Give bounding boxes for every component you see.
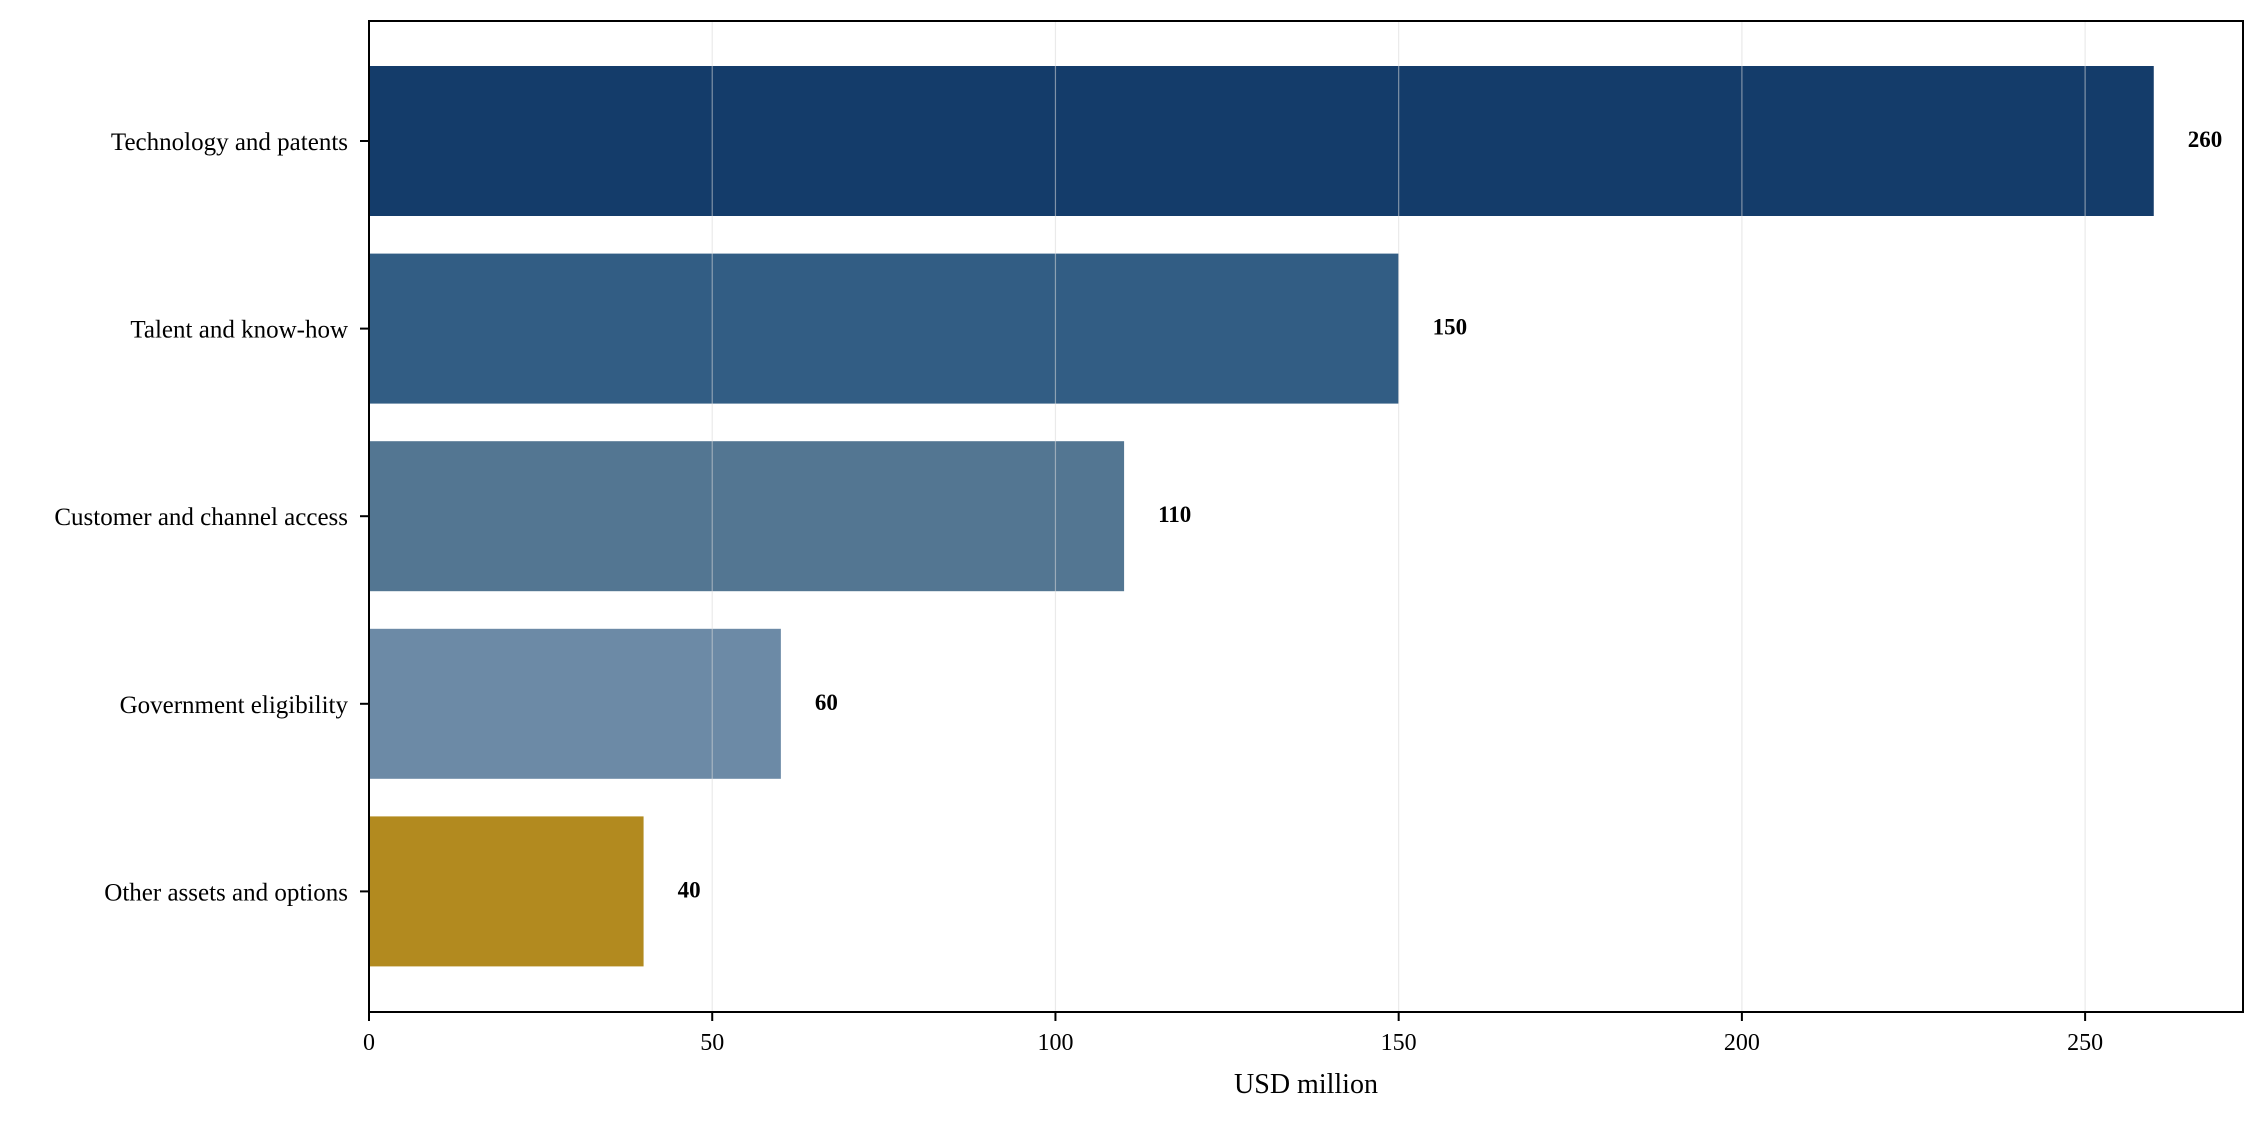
grid-lines <box>711 21 2086 1012</box>
bar <box>369 66 2154 216</box>
x-tick-label: 200 <box>1724 1030 1760 1056</box>
bar <box>369 816 644 967</box>
x-axis-ticks: 0 50 100 150 200 250 <box>363 1012 2103 1056</box>
bar <box>369 628 781 779</box>
value-labels: 260 150 110 60 40 <box>678 127 2223 902</box>
value-label: 40 <box>678 877 701 902</box>
y-axis-ticks: Technology and patents Talent and know-ho… <box>54 129 369 906</box>
bar <box>369 441 1125 592</box>
value-label: 110 <box>1158 502 1191 527</box>
category-label: Technology and patents <box>111 129 348 156</box>
x-tick-label: 100 <box>1037 1030 1073 1056</box>
x-axis-title: USD million <box>1234 1069 1378 1100</box>
category-label: Government eligibility <box>120 692 349 719</box>
category-label: Talent and know-how <box>130 317 348 344</box>
bars <box>369 66 2154 967</box>
bar <box>369 253 1399 404</box>
x-tick-label: 50 <box>700 1030 724 1056</box>
value-label: 60 <box>815 690 838 715</box>
x-tick-label: 150 <box>1381 1030 1417 1056</box>
x-tick-label: 250 <box>2067 1030 2103 1056</box>
category-label: Other assets and options <box>104 879 348 906</box>
category-label: Customer and channel access <box>54 504 348 531</box>
value-label: 260 <box>2188 127 2223 152</box>
value-label: 150 <box>1433 315 1468 340</box>
x-tick-label: 0 <box>363 1030 375 1056</box>
